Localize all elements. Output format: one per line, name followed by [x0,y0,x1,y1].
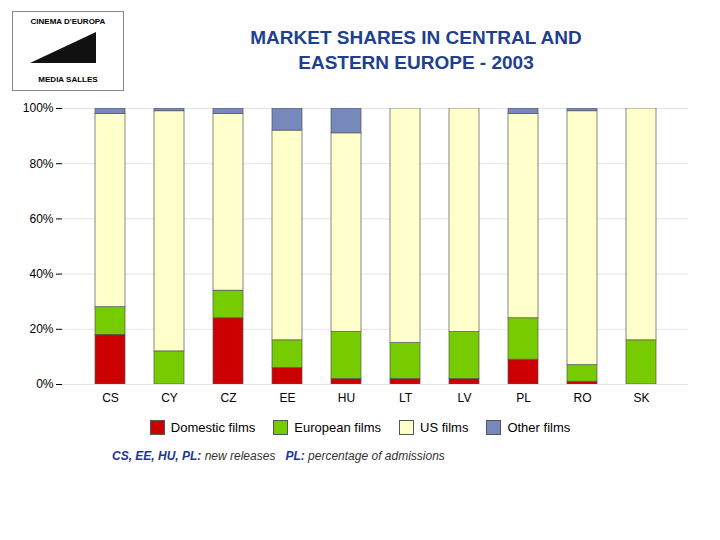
svg-text:40%: 40% [29,267,53,281]
svg-text:LT: LT [399,391,413,405]
svg-text:SK: SK [633,391,649,405]
svg-text:20%: 20% [29,322,53,336]
svg-text:60%: 60% [29,212,53,226]
svg-text:CZ: CZ [221,391,237,405]
svg-text:RO: RO [574,391,592,405]
svg-text:HU: HU [338,391,355,405]
html-text:CS, EE, HU, PL: new releases: CS, EE, HU, PL: new releases [112,449,276,463]
html-text:EASTERN EUROPE - 2003: EASTERN EUROPE - 2003 [298,52,534,73]
html-text:PL: percentage of admissions: PL: percentage of admissions [285,449,445,463]
html-text:Other films: Other films [507,420,571,435]
svg-text:100%: 100% [23,101,54,115]
html-text:MARKET SHARES IN CENTRAL AND: MARKET SHARES IN CENTRAL AND [250,27,582,49]
svg-text:MEDIA SALLES: MEDIA SALLES [38,75,98,84]
svg-text:LV: LV [458,391,472,405]
svg-text:PL: PL [516,391,531,405]
svg-text:CS: CS [102,391,119,405]
svg-text:CY: CY [161,391,178,405]
html-text:European films: European films [294,420,381,435]
svg-text:CINEMA D'EUROPA: CINEMA D'EUROPA [31,17,106,26]
html-text:US films: US films [420,420,469,435]
svg-text:EE: EE [279,391,295,405]
html-text:Domestic films: Domestic films [170,420,256,435]
svg-text:0%: 0% [36,377,54,391]
svg-text:80%: 80% [29,157,53,171]
